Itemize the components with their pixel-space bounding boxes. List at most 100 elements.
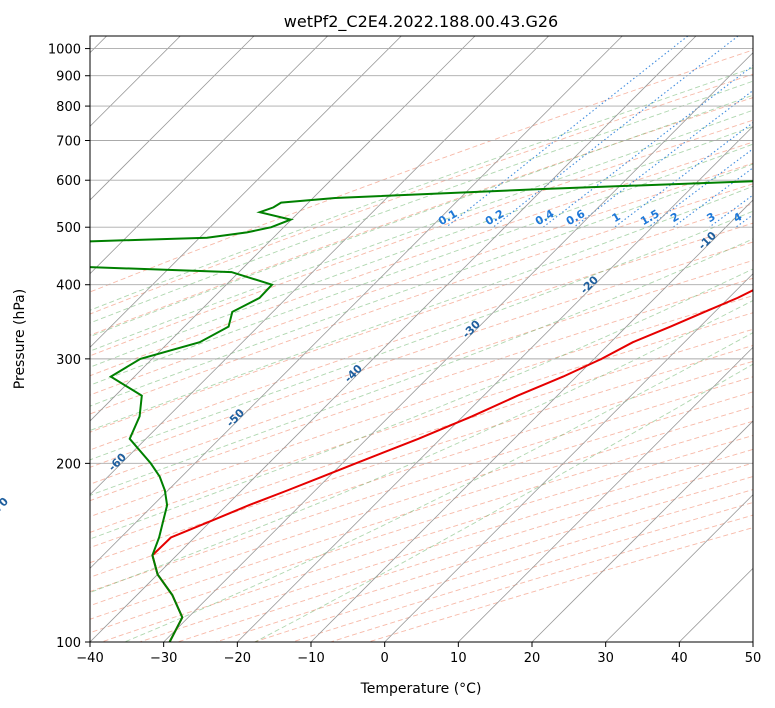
y-tick-label: 200 bbox=[56, 457, 81, 472]
mixing-ratio-line bbox=[735, 213, 753, 228]
moist-adiabat bbox=[90, 268, 753, 540]
dry-adiabat bbox=[90, 312, 753, 533]
dry-adiabat bbox=[90, 222, 753, 451]
dry-adiabat bbox=[90, 391, 753, 607]
moist-adiabat bbox=[90, 67, 753, 311]
x-tick-label: 40 bbox=[671, 651, 688, 666]
x-tick-label: −20 bbox=[224, 651, 251, 666]
x-tick-label: −40 bbox=[76, 651, 103, 666]
moist-adiabat bbox=[90, 125, 753, 368]
mixing-ratio-line bbox=[492, 36, 739, 228]
dry-adiabat bbox=[90, 162, 753, 396]
dry-adiabat bbox=[90, 360, 753, 578]
chart-title: wetPf2_C2E4.2022.188.00.43.G26 bbox=[284, 12, 558, 32]
moist-adiabat bbox=[124, 332, 753, 642]
dry-adiabat bbox=[90, 376, 753, 593]
mixing-ratio-line bbox=[573, 89, 753, 228]
x-tick-label: −30 bbox=[150, 651, 177, 666]
isotherm-label: -60 bbox=[106, 450, 129, 473]
mixing-ratio-label: 1 bbox=[610, 210, 623, 225]
profile-series bbox=[90, 180, 753, 642]
y-tick-label: 300 bbox=[56, 353, 81, 368]
x-axis-label: Temperature (°C) bbox=[360, 681, 482, 697]
x-tick-label: −10 bbox=[297, 651, 324, 666]
isotherm-label: -70 bbox=[0, 495, 11, 518]
dry-adiabat bbox=[90, 73, 753, 315]
dry-adiabat bbox=[90, 406, 753, 620]
y-tick-label: 800 bbox=[56, 100, 81, 115]
mixing-ratio-label: 0.1 bbox=[436, 207, 459, 228]
dry-adiabat bbox=[90, 119, 753, 357]
y-tick-label: 900 bbox=[56, 70, 81, 85]
isotherm bbox=[90, 36, 697, 642]
isotherm-label: -30 bbox=[460, 317, 483, 340]
isotherm bbox=[384, 273, 753, 642]
x-tick-label: 30 bbox=[597, 651, 614, 666]
y-tick-label: 400 bbox=[56, 279, 81, 294]
mixing-ratio-line bbox=[542, 64, 753, 228]
dry-adiabat bbox=[330, 514, 753, 642]
moist-adiabat bbox=[90, 163, 753, 407]
mixing-ratio-label: 4 bbox=[731, 210, 744, 225]
dewpoint-line bbox=[90, 180, 753, 642]
y-tick-label: 700 bbox=[56, 134, 81, 149]
mixing-ratio-label: 1.5 bbox=[638, 207, 661, 228]
isotherm bbox=[531, 420, 753, 642]
moist-adiabat bbox=[90, 185, 753, 432]
dry-adiabat bbox=[90, 295, 753, 518]
y-tick-label: 1000 bbox=[48, 43, 81, 58]
dry-adiabat bbox=[90, 49, 753, 293]
moist-adiabat bbox=[90, 210, 753, 461]
isotherm bbox=[90, 36, 402, 348]
isotherm bbox=[310, 199, 753, 642]
isotherm bbox=[605, 494, 753, 642]
dry-adiabat bbox=[90, 344, 753, 564]
mixing-ratio-label: 0.4 bbox=[533, 207, 557, 228]
moist-adiabat bbox=[90, 300, 753, 593]
x-tick-label: 50 bbox=[745, 651, 762, 666]
dry-adiabat bbox=[292, 501, 753, 642]
x-tick-label: 10 bbox=[450, 651, 467, 666]
y-axis-label: Pressure (hPa) bbox=[12, 289, 28, 389]
x-tick-label: 0 bbox=[381, 651, 389, 666]
y-tick-label: 100 bbox=[56, 636, 81, 651]
plot-frame bbox=[89, 35, 754, 643]
dry-adiabat bbox=[90, 141, 753, 377]
x-tick-label: 20 bbox=[524, 651, 541, 666]
dry-adiabat bbox=[90, 183, 753, 415]
isotherm bbox=[90, 36, 255, 201]
isotherm bbox=[679, 567, 753, 642]
isotherm-label: -40 bbox=[342, 362, 365, 385]
moist-adiabat bbox=[90, 238, 753, 496]
isotherm bbox=[752, 641, 753, 642]
y-tick-label: 600 bbox=[56, 174, 81, 189]
isotherm bbox=[90, 36, 549, 496]
dry-adiabat bbox=[177, 462, 753, 642]
dry-adiabat bbox=[90, 241, 753, 468]
dry-adiabat bbox=[90, 328, 753, 549]
dry-adiabat bbox=[90, 97, 753, 336]
isotherm bbox=[237, 125, 753, 642]
moist-adiabat bbox=[254, 363, 753, 642]
isotherm bbox=[163, 52, 753, 642]
axis-ticks: −40 −30 −20 −10 0 10 20 30 40 50 100 200 300 400 500 60… bbox=[48, 43, 761, 666]
y-tick-label: 500 bbox=[56, 221, 81, 236]
isotherm bbox=[90, 36, 476, 422]
isotherm-label: -10 bbox=[696, 229, 719, 252]
dry-adiabat bbox=[215, 475, 753, 642]
isotherm bbox=[458, 346, 753, 642]
dry-adiabat bbox=[90, 259, 753, 485]
isotherm bbox=[90, 36, 328, 275]
dry-adiabat bbox=[90, 277, 753, 502]
mixing-ratio-label: 2 bbox=[668, 210, 681, 225]
mixing-ratio-line bbox=[614, 121, 753, 228]
temperature-line bbox=[151, 289, 753, 642]
grid bbox=[90, 36, 753, 642]
dry-adiabat bbox=[90, 203, 753, 433]
mixing-ratio-line bbox=[672, 167, 753, 228]
dry-adiabat bbox=[368, 527, 753, 642]
isotherm-label: -20 bbox=[578, 273, 601, 296]
background-lines bbox=[90, 36, 753, 642]
isotherm bbox=[90, 36, 623, 569]
